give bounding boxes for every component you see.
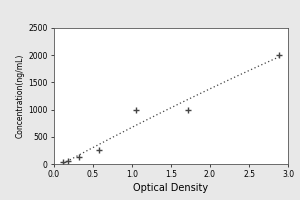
Y-axis label: Concentration(ng/mL): Concentration(ng/mL) <box>15 54 24 138</box>
X-axis label: Optical Density: Optical Density <box>134 183 208 193</box>
